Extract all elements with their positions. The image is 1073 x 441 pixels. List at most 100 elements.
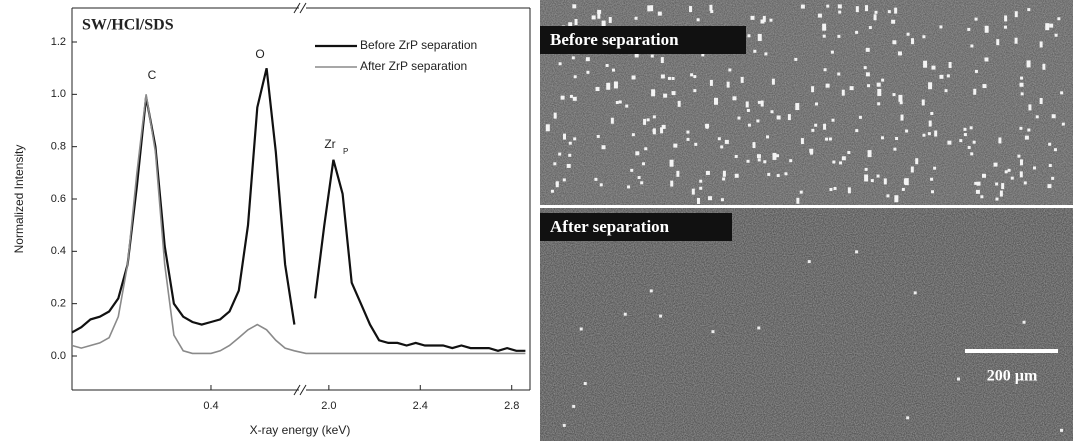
particle (1051, 176, 1055, 180)
particle (823, 68, 827, 72)
particle (573, 75, 577, 79)
particle (1035, 115, 1039, 119)
particle (923, 60, 928, 68)
particle (585, 57, 590, 62)
particle (855, 30, 859, 34)
y-axis-title: Normalized Intensity (12, 145, 26, 254)
particle (1060, 91, 1064, 95)
particle (864, 174, 869, 182)
particle (734, 154, 738, 158)
particle (847, 187, 851, 194)
particle (1053, 148, 1057, 152)
particle (591, 15, 596, 20)
particle (930, 111, 934, 115)
particle (826, 4, 830, 8)
particle (811, 86, 815, 93)
x-tick-label: 0.4 (203, 400, 218, 412)
particle (973, 88, 977, 95)
particle (606, 82, 611, 90)
particle (1004, 15, 1008, 22)
particle (995, 182, 999, 186)
particle (814, 102, 818, 106)
particle (709, 4, 713, 11)
particle (618, 100, 622, 104)
particle (969, 126, 973, 130)
particle (767, 172, 771, 176)
particle (596, 134, 600, 138)
particle (825, 83, 830, 88)
particle (670, 180, 674, 187)
particle (734, 173, 739, 178)
y-tick-label: 1.2 (51, 36, 66, 48)
particle (847, 151, 851, 155)
particle (572, 4, 577, 9)
particle (605, 63, 609, 67)
particle (799, 190, 803, 194)
particle (1019, 171, 1023, 178)
label-box (540, 213, 732, 241)
particle (652, 128, 656, 135)
particle (772, 152, 777, 160)
x-tick-label: 2.8 (504, 400, 519, 412)
particle (623, 312, 627, 316)
particle (892, 93, 896, 97)
particle (868, 26, 872, 30)
particle (831, 118, 835, 122)
y-tick-label: 0.0 (51, 350, 66, 362)
particle (644, 147, 648, 151)
particle (694, 142, 698, 146)
particle (930, 177, 934, 181)
particle (709, 79, 713, 86)
peak-label: Zr (324, 137, 335, 151)
particle (660, 127, 664, 134)
particle (800, 4, 805, 9)
particle (717, 137, 721, 141)
scale-bar-label: 200 µm (987, 368, 1038, 385)
particle (893, 147, 897, 151)
legend-label: Before ZrP separation (360, 38, 477, 52)
particle (573, 137, 577, 141)
particle (947, 140, 952, 145)
particle (597, 12, 601, 19)
particle (886, 194, 890, 198)
chart-title: SW/HCl/SDS (82, 17, 174, 34)
particle (1019, 126, 1023, 130)
particle (794, 57, 798, 61)
particle (1027, 128, 1031, 132)
particle (555, 181, 559, 188)
particle (760, 19, 765, 24)
particle (967, 145, 971, 149)
particle (610, 117, 614, 124)
particle (763, 160, 767, 164)
particle (660, 57, 664, 64)
particle (660, 74, 665, 79)
particle (572, 404, 576, 408)
particle (643, 118, 647, 125)
particle (837, 72, 841, 76)
particle (823, 123, 827, 130)
particle (970, 152, 974, 156)
particle (877, 88, 882, 96)
particle (1048, 142, 1052, 146)
particle (1019, 82, 1024, 87)
particle (705, 125, 709, 129)
particle (993, 162, 998, 167)
particle (1010, 176, 1014, 180)
particle (776, 115, 781, 120)
particle (652, 115, 656, 119)
particle (663, 93, 668, 98)
panel-label: After separation (550, 217, 670, 236)
particle (750, 15, 755, 20)
particle (895, 136, 899, 140)
particle (757, 158, 761, 162)
particle (764, 52, 768, 56)
particle (833, 186, 837, 190)
particle (837, 4, 842, 9)
particle (1004, 170, 1008, 174)
particle (553, 112, 557, 119)
particle (822, 23, 827, 31)
particle (574, 19, 578, 26)
particle (1051, 114, 1056, 119)
particle (939, 25, 943, 29)
particle (710, 10, 714, 14)
